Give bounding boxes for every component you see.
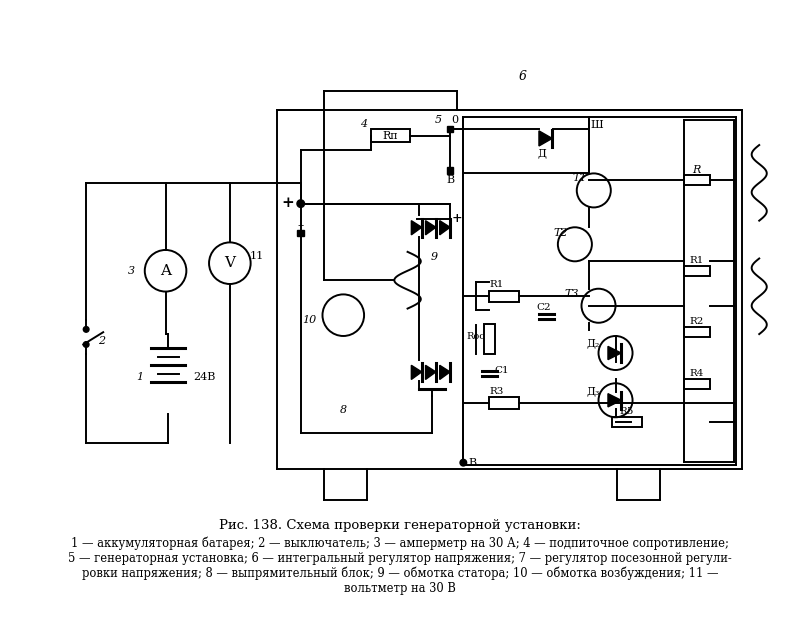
Text: 1 — аккумуляторная батарея; 2 — выключатель; 3 — амперметр на 30 А; 4 — подпиточ: 1 — аккумуляторная батарея; 2 — выключат…: [71, 536, 729, 550]
Text: 5: 5: [435, 115, 442, 124]
Text: R3: R3: [490, 387, 504, 396]
Polygon shape: [411, 220, 422, 235]
Polygon shape: [426, 365, 436, 380]
Text: +: +: [281, 196, 294, 210]
Text: R4: R4: [690, 369, 704, 378]
Bar: [489, 290, 519, 302]
Text: V: V: [224, 256, 235, 270]
Bar: [446, 125, 454, 132]
Text: вольтметр на 30 В: вольтметр на 30 В: [344, 582, 456, 595]
Polygon shape: [426, 220, 436, 235]
Text: ровки напряжения; 8 — выпрямительный блок; 9 — обмотка статора; 10 — обмотка воз: ровки напряжения; 8 — выпрямительный бло…: [82, 566, 718, 580]
Text: 5 — генераторная установка; 6 — интегральный регулятор напряжения; 7 — регулятор: 5 — генераторная установка; 6 — интеграл…: [68, 552, 732, 564]
Bar: [683, 175, 710, 185]
Text: C1: C1: [494, 366, 510, 375]
Text: T2: T2: [554, 228, 568, 238]
Polygon shape: [539, 131, 552, 146]
Text: 11: 11: [249, 250, 263, 261]
Text: R1: R1: [490, 280, 504, 289]
Circle shape: [297, 200, 305, 208]
Polygon shape: [608, 347, 622, 360]
Polygon shape: [608, 394, 622, 407]
Text: R: R: [693, 164, 701, 175]
Bar: [370, 129, 410, 142]
Text: 6: 6: [519, 69, 527, 83]
Text: Rп: Rп: [382, 131, 398, 141]
Text: 8: 8: [340, 404, 347, 415]
Text: Rос: Rос: [466, 333, 485, 341]
Bar: [683, 266, 710, 276]
Text: R1: R1: [690, 256, 704, 265]
Text: –: –: [428, 382, 434, 396]
Text: В: В: [446, 175, 454, 185]
Polygon shape: [440, 220, 450, 235]
Text: A: A: [160, 264, 171, 278]
Text: В: В: [469, 457, 477, 468]
Bar: [446, 168, 454, 174]
Polygon shape: [411, 365, 422, 380]
Text: C2: C2: [536, 303, 551, 312]
Text: 2: 2: [98, 336, 105, 346]
Text: 10: 10: [302, 315, 316, 325]
Bar: [489, 397, 519, 409]
Circle shape: [83, 327, 89, 333]
Text: 0: 0: [451, 115, 458, 125]
Text: Д: Д: [538, 148, 546, 159]
Text: Д₃: Д₃: [586, 386, 599, 396]
Bar: [484, 324, 495, 354]
Text: Рис. 138. Схема проверки генераторной установки:: Рис. 138. Схема проверки генераторной ус…: [219, 520, 581, 533]
Text: 1: 1: [137, 371, 144, 382]
Bar: [683, 327, 710, 338]
Text: +: +: [451, 212, 462, 225]
Text: 4: 4: [361, 119, 368, 129]
Bar: [612, 417, 642, 427]
Text: R2: R2: [690, 317, 704, 326]
Polygon shape: [440, 365, 450, 380]
Text: T1: T1: [572, 173, 587, 183]
Text: –: –: [298, 219, 304, 232]
Text: Ш: Ш: [590, 120, 603, 130]
Text: R5: R5: [620, 407, 634, 416]
Text: 3: 3: [128, 266, 135, 276]
Circle shape: [460, 459, 466, 466]
Bar: [683, 379, 710, 389]
Circle shape: [83, 341, 89, 347]
Text: 24В: 24В: [193, 371, 215, 382]
Text: T3: T3: [565, 289, 579, 299]
Text: Д₂: Д₂: [586, 338, 599, 348]
Bar: [298, 230, 304, 236]
Text: 9: 9: [430, 252, 438, 262]
